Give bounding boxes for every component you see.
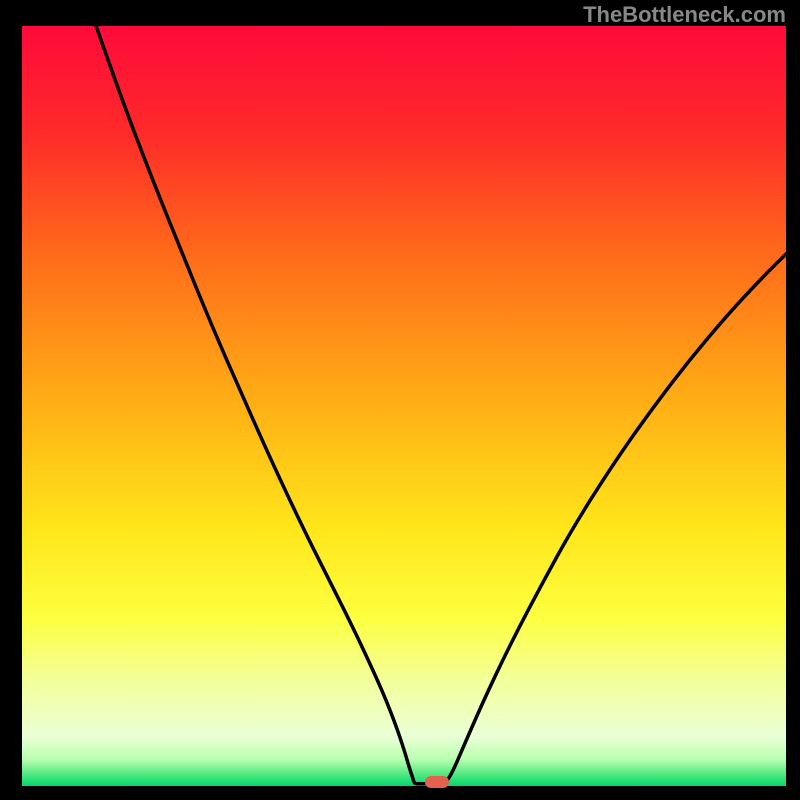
watermark-text: TheBottleneck.com: [583, 2, 786, 28]
plot-area: [22, 26, 786, 786]
chart-frame: TheBottleneck.com: [0, 0, 800, 800]
optimal-point-marker: [425, 776, 449, 788]
